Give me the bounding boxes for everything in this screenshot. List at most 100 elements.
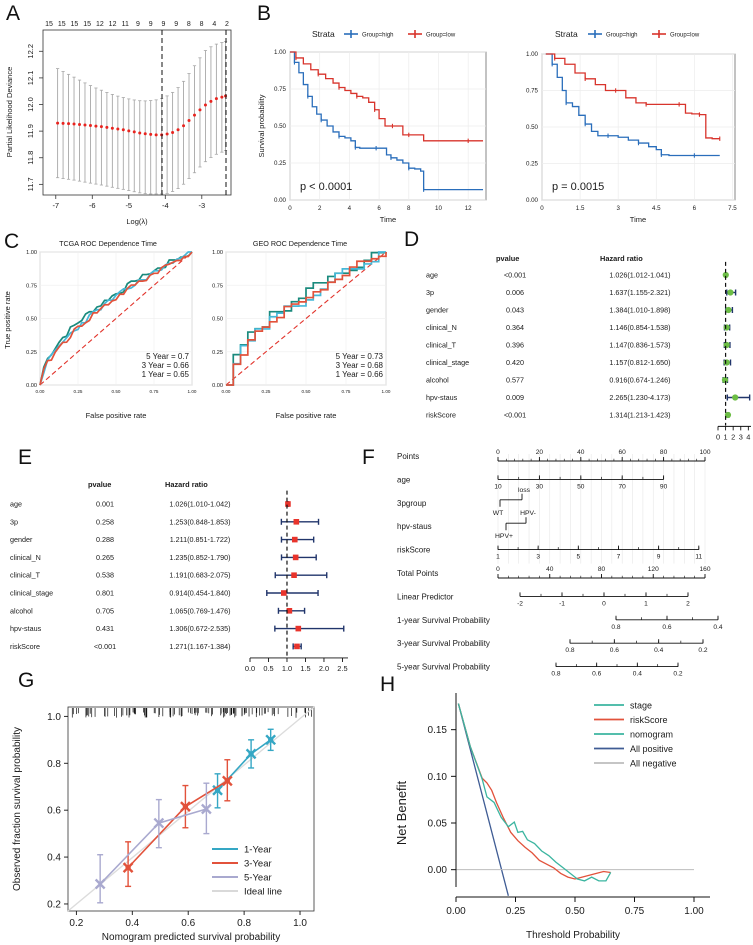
nomogram-row-label: 3-year Survival Probability — [397, 639, 490, 648]
nomogram-tick: 70 — [619, 483, 627, 490]
panel-g-label: G — [18, 669, 35, 692]
dca-legend-item: All positive — [630, 744, 673, 754]
forest-hr-text: 1.211(0.851-1.722) — [170, 535, 231, 544]
roc-auc-label: 5 Year = 0.7 — [146, 352, 189, 361]
forest-hr-text: 1.157(0.812-1.650) — [609, 358, 670, 367]
km-xtick: 3 — [616, 205, 620, 212]
calibration-ytick: 0.8 — [47, 759, 61, 770]
forest-point — [732, 394, 739, 401]
nomogram-tick: 90 — [660, 483, 668, 490]
forest-hr-text: 1.147(0.836-1.573) — [609, 341, 670, 350]
panel-c1-ylabel: True positive rate — [3, 291, 12, 349]
forest-point — [721, 376, 729, 384]
panel-a-top-tick: 15 — [58, 21, 66, 28]
forest-point — [294, 643, 300, 650]
dca-xtick: 1.00 — [684, 906, 704, 917]
nomogram-tick: 5 — [576, 554, 580, 561]
panel-a-label: A — [6, 2, 21, 25]
forest-pvalue: 0.364 — [506, 323, 524, 332]
panel-a: A 15 15 15 15 12 12 11 9 9 9 9 8 8 4 2 -7 -6 -5 -4 -3 11.7… — [0, 0, 252, 228]
forest-pvalue: <0.001 — [504, 411, 526, 420]
dca-legend-item: nomogram — [630, 730, 673, 740]
panel-f: F Points 0 20 40 60 80 100 age 10 30 50 70 90 3pgroup… — [360, 428, 753, 678]
roc-ytick: 0.00 — [212, 383, 223, 389]
calibration-ytick: 0.6 — [47, 806, 61, 817]
forest-hr-text: 1.306(0.672-2.535) — [169, 624, 230, 633]
nomogram-tick: 50 — [577, 483, 585, 490]
forest-xtick: 3 — [739, 432, 743, 441]
forest-point — [293, 519, 300, 525]
roc-ytick: 1.00 — [212, 250, 223, 256]
forest-xtick: 1 — [724, 432, 728, 441]
panel-a-point — [154, 133, 158, 137]
panel-a-top-tick: 9 — [174, 21, 178, 28]
km-xtick: 10 — [435, 205, 442, 212]
calibration-ytick: 1.0 — [47, 712, 61, 723]
calibration-legend-item: Ideal line — [244, 887, 282, 898]
panel-a-point — [203, 103, 207, 107]
forest-xtick: 1.0 — [282, 664, 292, 673]
panel-b-label: B — [257, 2, 272, 25]
calibration-legend-item: 3-Year — [244, 859, 272, 870]
dca-curve — [457, 703, 611, 880]
dca-legend-item: riskScore — [630, 715, 668, 725]
forest-point — [723, 341, 730, 349]
forest-xtick: 0.5 — [263, 664, 273, 673]
panel-a-point — [116, 127, 120, 131]
panel-g-ylabel: Observed fraction survival probability — [12, 727, 23, 891]
km-ytick: 0.50 — [274, 123, 287, 130]
roc-xtick: 0.25 — [262, 389, 271, 394]
roc-ytick: 0.50 — [212, 317, 223, 323]
nomogram-tick: 0.2 — [698, 647, 707, 654]
panel-a-ytick: 11.8 — [26, 151, 35, 165]
dca-ytick: 0.05 — [428, 819, 448, 830]
km-ytick: 0.25 — [526, 161, 539, 168]
panel-a-point — [149, 132, 153, 136]
nomogram-tick: 2 — [686, 600, 690, 607]
panel-d-plot: pvalue Hazard ratio age <0.001 1.026(1.012… — [426, 254, 751, 441]
km-xtick: 12 — [465, 205, 472, 212]
panel-b2-pvalue: p = 0.0015 — [552, 181, 604, 193]
forest-hr-text: 1.637(1.155-2.321) — [609, 288, 670, 297]
panel-a-ytick: 12.2 — [26, 44, 35, 59]
nomogram-category: HPV- — [520, 510, 536, 517]
panel-d-label: D — [404, 228, 420, 251]
dca-ytick: 0.15 — [428, 725, 448, 736]
forest-pvalue: <0.001 — [504, 271, 526, 280]
forest-pvalue: 0.396 — [506, 341, 524, 350]
roc-xtick: 0.75 — [342, 389, 351, 394]
panel-a-point — [165, 132, 169, 136]
panel-h-plot: 0.00 0.25 0.50 0.75 1.00 0.00 0.05 0.10 0.15 sta… — [394, 693, 710, 941]
calibration-legend-item: 1-Year — [244, 845, 272, 856]
panel-a-top-tick: 15 — [45, 21, 53, 28]
km-xtick: 1.5 — [576, 205, 585, 212]
dca-xtick: 0.00 — [446, 906, 466, 917]
forest-variable: clinical_N — [10, 553, 41, 562]
nomogram-tick: 80 — [660, 449, 668, 456]
nomogram-category: HPV+ — [495, 533, 513, 540]
dca-xtick: 0.75 — [625, 906, 645, 917]
panel-a-ytick: 12.0 — [26, 97, 35, 112]
panel-a-top-tick: 15 — [83, 21, 91, 28]
roc-ytick: 0.25 — [212, 350, 223, 356]
panel-e-plot: pvalue Hazard ratio age 0.001 1.026(1.010-… — [10, 480, 348, 673]
panel-c1-title: TCGA ROC Dependence Time — [59, 239, 157, 248]
forest-point — [286, 608, 293, 614]
forest-point — [295, 625, 302, 632]
nomogram-row-label: 5-year Survival Probability — [397, 663, 490, 672]
roc-ytick: 0.75 — [212, 283, 223, 289]
roc-curve — [226, 251, 386, 386]
roc-xtick: 1.00 — [188, 389, 197, 394]
panel-a-point — [138, 131, 142, 135]
roc-auc-label: 1 Year = 0.65 — [142, 370, 190, 379]
panel-a-top-tick: 12 — [109, 21, 117, 28]
nomogram-tick: 0.6 — [592, 671, 601, 678]
panel-b2-legend-high: Group=high — [606, 33, 638, 39]
panel-g: G 0.2 0.4 0.6 0.8 1.0 0.2 0.4 0.6 0.8 1.0 1-Year 3… — [0, 663, 378, 945]
panel-a-point — [121, 128, 125, 132]
forest-xtick: 0 — [716, 432, 720, 441]
panel-a-point — [110, 126, 114, 130]
roc-xtick: 0.75 — [150, 389, 159, 394]
forest-hr-text: 1.146(0.854-1.538) — [609, 323, 670, 332]
forest-variable: clinical_T — [10, 571, 41, 580]
